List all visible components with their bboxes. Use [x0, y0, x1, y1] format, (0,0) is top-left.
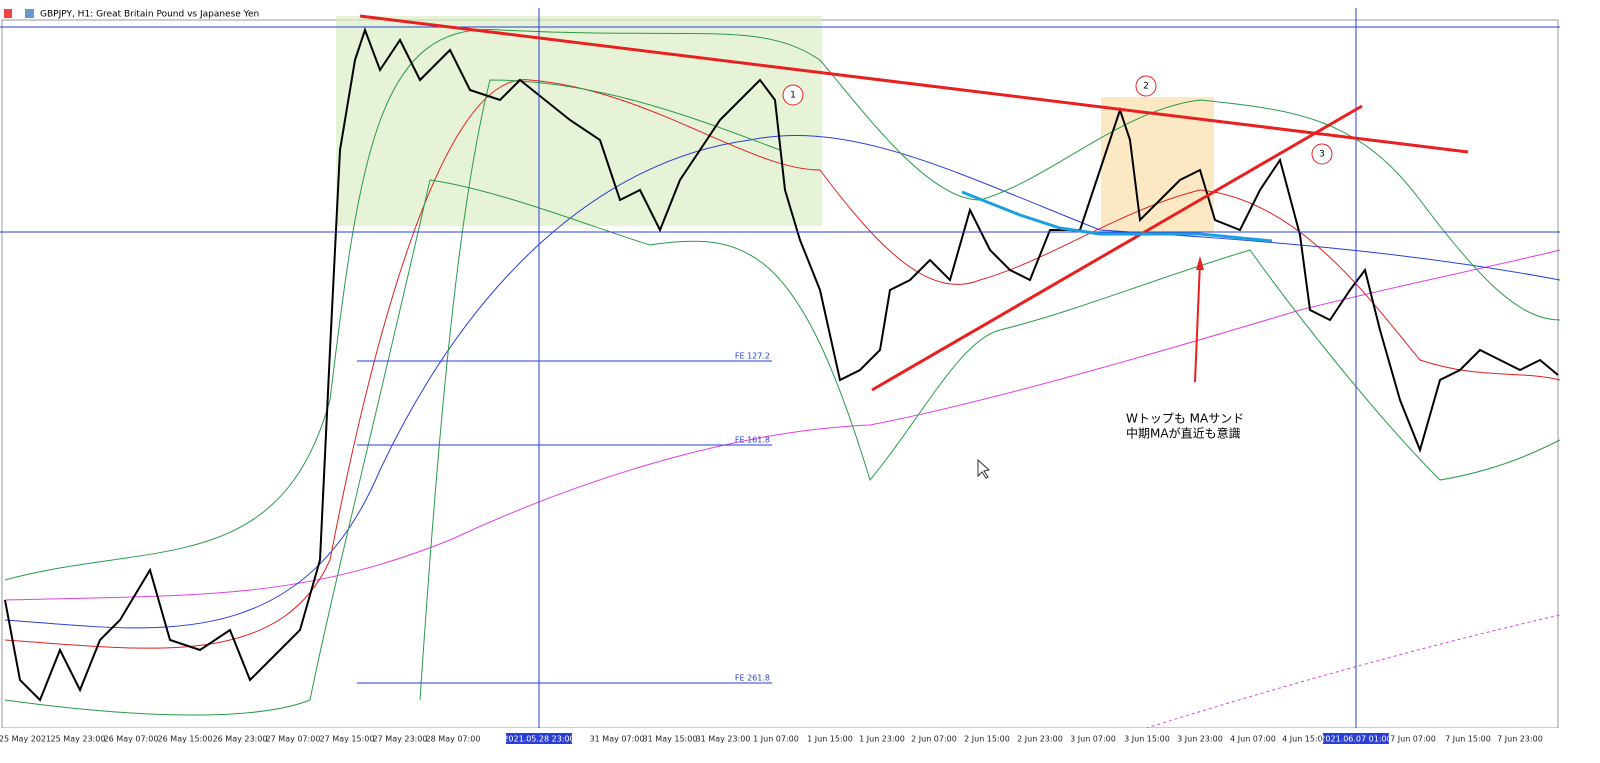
time-label: 26 May 23:00	[213, 735, 268, 744]
arrow	[1194, 261, 1201, 383]
time-label: 7 Jun 23:00	[1497, 735, 1543, 744]
arrow-head	[1196, 256, 1204, 270]
time-label: 28 May 07:00	[426, 735, 481, 744]
marker-circle	[1135, 75, 1157, 97]
fibo-label: FE 261.8	[735, 674, 770, 683]
note: Wトップも MAサンド	[1126, 412, 1244, 426]
time-label: 1 Jun 07:00	[753, 735, 799, 744]
time-label: 31 May 23:00	[696, 735, 751, 744]
time-label: 7 Jun 07:00	[1390, 735, 1436, 744]
fibo-label: FE 161.8	[735, 436, 770, 445]
marker-label: 3	[1319, 150, 1325, 160]
marker-circle	[1311, 143, 1333, 165]
price-axis	[1560, 20, 1600, 728]
time-label: 2 Jun 23:00	[1017, 735, 1063, 744]
window-icon	[4, 9, 12, 18]
time-label: 2 Jun 15:00	[964, 735, 1010, 744]
bollinger-lower	[4, 179, 1561, 716]
bollinger-upper	[4, 28, 1561, 581]
time-label: 27 May 15:00	[320, 735, 375, 744]
time-label: 31 May 07:00	[590, 735, 645, 744]
ma-mid	[4, 135, 1561, 629]
drawings	[0, 8, 1560, 728]
time-label: 27 May 23:00	[373, 735, 428, 744]
time-label: 26 May 15:00	[158, 735, 213, 744]
time-label: 3 Jun 23:00	[1177, 735, 1223, 744]
cursor	[977, 458, 991, 479]
marker-label: 1	[790, 91, 796, 101]
zone-box	[336, 16, 822, 226]
time-label: 25 May 23:00	[51, 735, 106, 744]
time-label: 4 Jun 07:00	[1230, 735, 1276, 744]
fibo-label: FE 127.2	[735, 352, 770, 361]
ma-short	[4, 79, 1561, 649]
time-label: 26 May 07:00	[104, 735, 159, 744]
time-label: 3 Jun 15:00	[1124, 735, 1170, 744]
price-line	[4, 27, 1559, 702]
time-highlight	[506, 733, 572, 744]
time-label: 27 May 07:00	[266, 735, 321, 744]
time-label: 4 Jun 15:00	[1282, 735, 1328, 744]
note: 中期MAが直近も意識	[1126, 426, 1241, 441]
time-label: 3 Jun 07:00	[1070, 735, 1116, 744]
marker-label: 2	[1143, 82, 1149, 92]
window-icon	[25, 9, 34, 18]
bollinger-mid	[419, 79, 781, 701]
time-label: 25 May 2021	[0, 735, 51, 744]
time-highlight-label: 2021.05.28 23:00	[503, 735, 574, 744]
time-label: 2 Jun 07:00	[911, 735, 957, 744]
time-label: 31 May 15:00	[643, 735, 698, 744]
time-highlight-label: 2021.06.07 01:00	[1320, 735, 1391, 744]
indicators	[4, 28, 1561, 731]
time-label: 1 Jun 23:00	[859, 735, 905, 744]
time-label: 1 Jun 15:00	[807, 735, 853, 744]
neckline	[961, 190, 1273, 243]
time-label: 7 Jun 15:00	[1445, 735, 1491, 744]
time-highlight	[1323, 733, 1389, 744]
ma-projection	[1139, 614, 1561, 731]
trendline	[871, 104, 1363, 392]
trendline	[359, 14, 1469, 154]
window-title: GBPJPY, H1: Great Britain Pound vs Japan…	[40, 10, 259, 20]
marker-circle	[782, 84, 804, 106]
